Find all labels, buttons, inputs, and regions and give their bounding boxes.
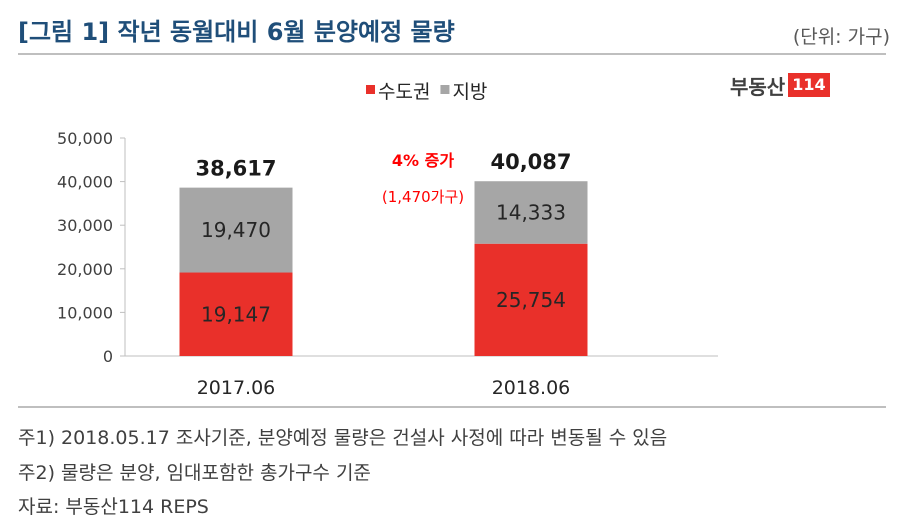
bar-capital-area xyxy=(474,243,588,356)
bar-data-label: 19,147 xyxy=(201,302,271,326)
y-tick-label: 10,000 xyxy=(57,303,113,322)
legend-swatch xyxy=(366,85,375,94)
y-tick-label: 20,000 xyxy=(57,260,113,279)
chart-frame: 0 10,000 20,000 30,000 40,000 50,000 19,147 19,… xyxy=(18,53,886,408)
y-tick-label: 40,000 xyxy=(57,173,113,192)
legend-label-capital-area: 수도권 xyxy=(378,81,430,103)
x-tick-label: 2018.06 xyxy=(492,377,571,399)
bar-regions xyxy=(179,187,293,273)
legend-swatch xyxy=(440,85,450,94)
unit-label: (단위: 가구) xyxy=(792,26,890,48)
bar-data-label: 19,470 xyxy=(201,218,271,242)
bar-total-label: 40,087 xyxy=(490,150,571,174)
logo: 부동산 114 xyxy=(730,70,830,100)
note-2: 주2) 물량은 분양, 임대포함한 총가구수 기준 xyxy=(18,462,371,484)
bar-capital-area xyxy=(179,272,293,356)
note-1: 주1) 2018.05.17 조사기준, 분양예정 물량은 건설사 사정에 따라… xyxy=(18,427,668,449)
page-title: [그림 1] 작년 동월대비 6월 분양예정 물량 xyxy=(18,18,455,46)
y-tick-label: 30,000 xyxy=(57,216,113,235)
y-tick-label: 50,000 xyxy=(57,129,113,148)
stacked-bar-chart: 0 10,000 20,000 30,000 40,000 50,000 19,147 19,… xyxy=(57,81,718,399)
bar-total-label: 38,617 xyxy=(195,157,276,181)
bar-regions xyxy=(474,181,588,244)
y-tick-label: 0 xyxy=(103,347,113,366)
logo-text: 부동산 xyxy=(730,74,786,99)
annotation-households: (1,470가구) xyxy=(382,188,464,206)
annotation-increase: 4% 증가 xyxy=(392,151,454,170)
bar-data-label: 25,754 xyxy=(496,288,566,312)
x-tick-label: 2017.06 xyxy=(197,377,276,399)
legend-label-regions: 지방 xyxy=(452,81,487,103)
logo-number: 114 xyxy=(788,73,830,97)
bar-data-label: 14,333 xyxy=(496,200,566,224)
source-note: 자료: 부동산114 REPS xyxy=(18,496,209,518)
